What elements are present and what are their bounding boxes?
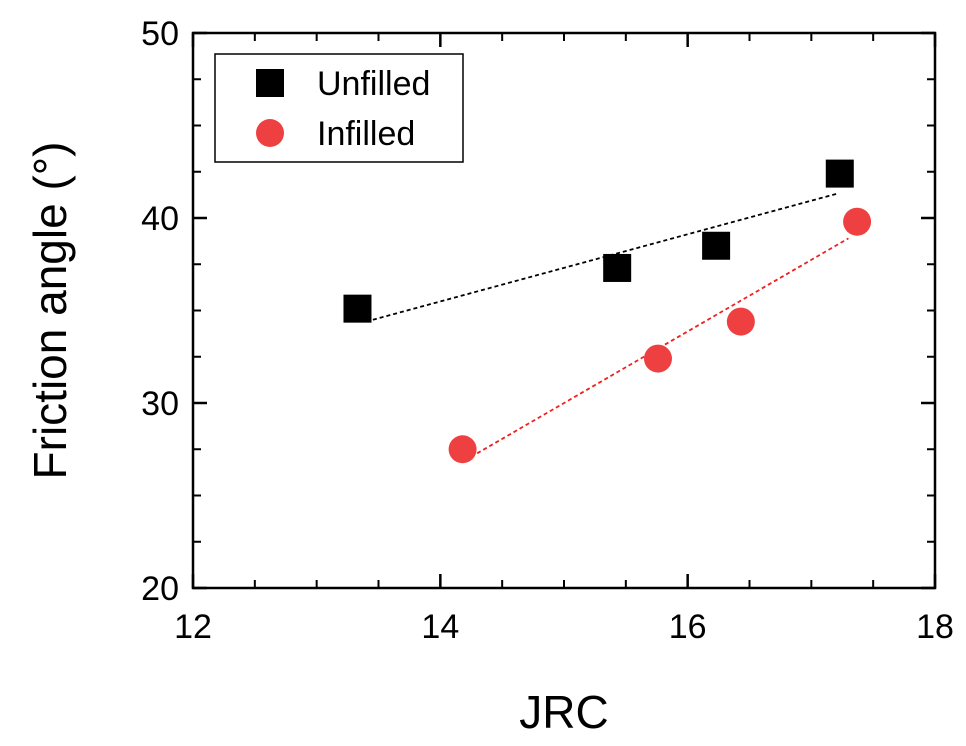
data-markers bbox=[343, 159, 872, 464]
x-axis-title: JRC bbox=[519, 686, 608, 738]
tick-labels: 12 14 16 18 20 30 40 50 bbox=[141, 15, 954, 646]
plot-frame bbox=[191, 31, 937, 590]
legend-label-infilled: Infilled bbox=[317, 115, 415, 153]
x-tick-label: 18 bbox=[916, 608, 954, 646]
y-tick-label: 50 bbox=[141, 15, 179, 53]
y-axis-title: Friction angle (°) bbox=[24, 142, 76, 480]
fit-line-infilled bbox=[464, 237, 849, 462]
x-tick-label: 14 bbox=[421, 608, 459, 646]
point-unfilled bbox=[343, 294, 372, 323]
point-infilled bbox=[448, 435, 477, 464]
point-unfilled bbox=[603, 253, 632, 282]
y-tick-label: 20 bbox=[141, 570, 179, 608]
point-infilled bbox=[843, 207, 872, 236]
point-infilled bbox=[726, 307, 755, 336]
point-unfilled bbox=[702, 231, 731, 260]
legend-label-unfilled: Unfilled bbox=[317, 65, 430, 103]
legend-marker-unfilled bbox=[256, 69, 284, 97]
y-tick-label: 40 bbox=[141, 200, 179, 238]
fit-line-unfilled bbox=[365, 193, 837, 323]
legend-marker-infilled bbox=[256, 119, 284, 147]
y-tick-label: 30 bbox=[141, 385, 179, 423]
trend-lines bbox=[365, 193, 849, 462]
x-tick-label: 12 bbox=[174, 608, 212, 646]
legend: Unfilled Infilled bbox=[214, 53, 464, 163]
point-infilled bbox=[643, 344, 672, 373]
minor-ticks bbox=[193, 33, 935, 588]
point-unfilled bbox=[825, 159, 854, 188]
x-tick-label: 16 bbox=[669, 608, 707, 646]
